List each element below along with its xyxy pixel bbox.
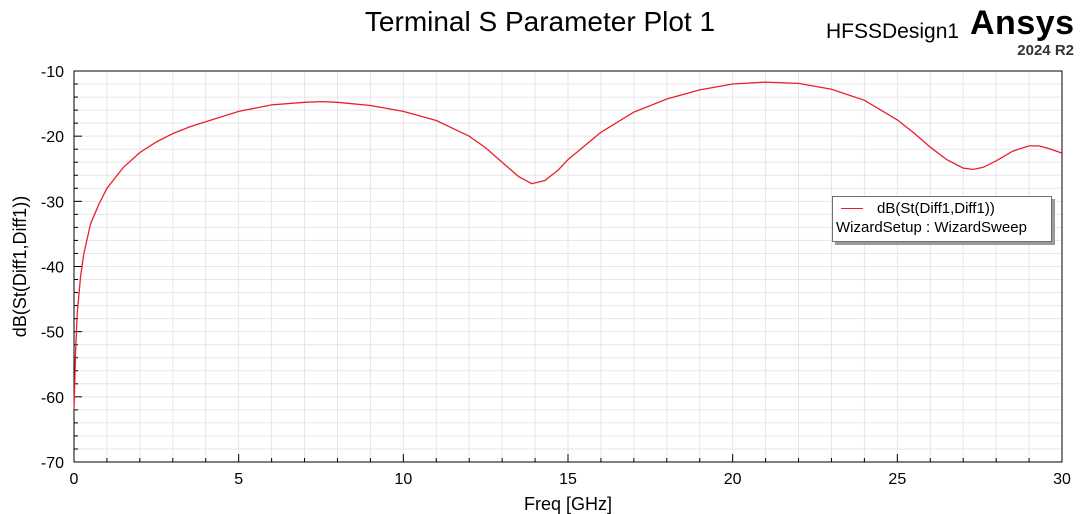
brand-logo: Ansys <box>970 4 1075 42</box>
legend-swatch <box>841 208 863 209</box>
legend-box[interactable]: dB(St(Diff1,Diff1)) WizardSetup : Wizard… <box>832 196 1052 242</box>
x-tick-label: 30 <box>1053 471 1071 488</box>
y-tick-label: -70 <box>41 455 64 472</box>
y-tick-label: -10 <box>41 64 64 81</box>
y-tick-label: -60 <box>41 390 64 407</box>
x-tick-label: 20 <box>724 471 742 488</box>
legend-series-name: dB(St(Diff1,Diff1)) <box>877 200 995 217</box>
x-tick-label: 5 <box>234 471 243 488</box>
grid-lines <box>73 70 1063 463</box>
y-tick-label: -20 <box>41 129 64 146</box>
y-tick-label: -30 <box>41 194 64 211</box>
chart-title: Terminal S Parameter Plot 1 <box>364 6 716 37</box>
y-tick-label: -50 <box>41 325 64 342</box>
y-axis-label: dB(St(Diff1,Diff1)) <box>10 196 30 337</box>
version-label: 2024 R2 <box>1017 42 1074 59</box>
x-tick-label: 15 <box>559 471 577 488</box>
plot-area-frame <box>73 70 1063 463</box>
x-tick-label: 0 <box>70 471 79 488</box>
series-line-diff1 <box>73 81 1063 410</box>
x-tick-label: 10 <box>394 471 412 488</box>
legend-entry[interactable]: dB(St(Diff1,Diff1)) <box>837 200 1049 218</box>
y-tick-label: -40 <box>41 260 64 277</box>
x-axis-label: Freq [GHz] <box>524 494 612 514</box>
design-name: HFSSDesign1 <box>826 20 960 43</box>
legend-setup-label: WizardSetup : WizardSweep <box>836 219 1027 236</box>
x-tick-label: 25 <box>888 471 906 488</box>
tick-labels: 0 5 10 15 20 25 30 -10 -20 -30 -40 -50 -60 -70 <box>41 64 1071 488</box>
